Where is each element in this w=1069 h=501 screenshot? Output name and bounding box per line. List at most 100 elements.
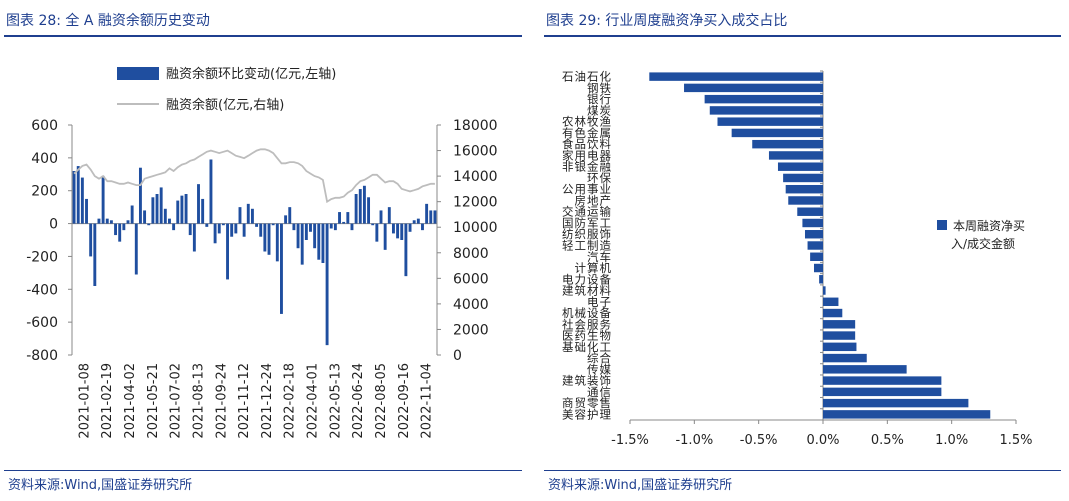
right-chart-title: 图表 29: 行业周度融资净买入成交占比 — [546, 13, 788, 29]
bar — [823, 297, 839, 307]
x-tick-label: 2022-09-16 — [397, 363, 412, 439]
bar — [329, 223, 333, 229]
left-tick-label: -400 — [26, 282, 58, 298]
bar — [221, 223, 225, 226]
bar — [354, 194, 358, 224]
bar — [425, 203, 429, 224]
bar — [408, 223, 412, 232]
right-tick-label: 14000 — [453, 169, 498, 185]
bar — [72, 171, 76, 224]
category-label: 建筑装饰 — [562, 374, 612, 388]
bar — [172, 223, 176, 231]
bar — [717, 117, 823, 126]
bar — [296, 223, 300, 249]
left-tick-label: 0 — [49, 217, 58, 233]
category-label: 电子 — [587, 295, 612, 309]
left-tick-label: 400 — [31, 151, 58, 167]
left-tick-label: 600 — [31, 118, 58, 134]
bar — [813, 263, 823, 273]
left-tick-label: -600 — [26, 315, 58, 331]
bar — [122, 223, 126, 231]
category-label: 家用电器 — [562, 148, 612, 162]
bar — [159, 187, 163, 224]
bar — [197, 184, 200, 224]
bar — [288, 207, 292, 224]
bar — [375, 223, 379, 242]
bar — [823, 387, 942, 397]
bar — [101, 175, 105, 224]
right-title-rule — [544, 35, 1061, 37]
category-label: 非银金融 — [562, 160, 612, 174]
bar — [802, 218, 823, 228]
bar — [387, 207, 391, 224]
bar — [823, 353, 867, 363]
bar — [76, 166, 80, 224]
x-tick-label: 2022-06-24 — [351, 363, 366, 439]
bar — [823, 331, 856, 340]
bar — [180, 195, 184, 224]
bar — [275, 223, 279, 262]
bar — [362, 185, 366, 224]
x-tick-label: 2021-02-19 — [100, 363, 115, 439]
x-tick-label: -1.5% — [611, 433, 649, 448]
bar — [783, 173, 823, 183]
bar — [346, 212, 350, 224]
right-tick-label: 16000 — [453, 144, 498, 160]
category-label: 美容护理 — [562, 407, 612, 421]
legend-label-line: 融资余额(亿元,右轴) — [166, 97, 284, 113]
bar — [429, 210, 433, 224]
category-label: 食品饮料 — [562, 137, 612, 151]
bar — [383, 223, 387, 250]
x-tick-label: 2022-11-04 — [420, 363, 435, 439]
bar — [350, 223, 354, 231]
right-tick-label: 6000 — [453, 271, 489, 287]
category-label: 通信 — [587, 385, 612, 399]
bar — [176, 200, 180, 224]
bar — [309, 223, 312, 232]
category-label: 农林牧渔 — [562, 115, 612, 129]
bar — [321, 223, 325, 263]
bar — [342, 221, 346, 224]
bar — [731, 128, 823, 138]
bar — [338, 212, 341, 224]
bar — [147, 223, 151, 226]
bar — [823, 286, 826, 295]
bar — [85, 198, 88, 224]
bar — [97, 218, 101, 224]
category-label: 轻工制造 — [562, 239, 612, 253]
bar — [80, 177, 84, 224]
bar — [188, 223, 192, 236]
bar — [105, 218, 109, 224]
bar — [130, 205, 134, 224]
bar — [379, 210, 383, 224]
bar — [259, 223, 263, 237]
category-label: 传媒 — [587, 362, 612, 376]
category-label: 环保 — [587, 171, 612, 185]
bar — [704, 94, 823, 104]
legend-label-line2: 入/成交金额 — [951, 236, 1015, 251]
bar — [371, 223, 375, 226]
bar — [823, 398, 969, 408]
left-title-rule — [4, 35, 522, 37]
right-source-rule — [544, 470, 1061, 471]
category-label: 医药生物 — [562, 329, 612, 343]
right-tick-label: 8000 — [453, 246, 489, 262]
bar — [404, 223, 408, 277]
bar — [777, 162, 823, 171]
bar — [118, 223, 122, 242]
bar — [325, 223, 329, 346]
right-chart-svg: 石油石化钢铁银行煤炭农林牧渔有色金属食品饮料家用电器非银金融环保公用事业房地产交… — [562, 70, 1033, 448]
right-tick-label: 10000 — [453, 220, 498, 236]
bar — [267, 223, 271, 255]
category-label: 银行 — [587, 92, 612, 106]
bar — [304, 223, 308, 240]
bar — [226, 223, 229, 280]
bar — [217, 223, 221, 234]
bar — [192, 223, 196, 252]
right-chart-panel: 图表 29: 行业周度融资净买入成交占比 石油石化 钢铁 银行 煤炭 农林牧渔 有色金属食… — [540, 0, 1069, 501]
bar — [143, 210, 147, 224]
balance-line — [73, 148, 435, 204]
bar — [234, 223, 238, 234]
x-tick-label: 2022-04-01 — [306, 363, 321, 439]
category-label: 社会服务 — [562, 317, 612, 331]
